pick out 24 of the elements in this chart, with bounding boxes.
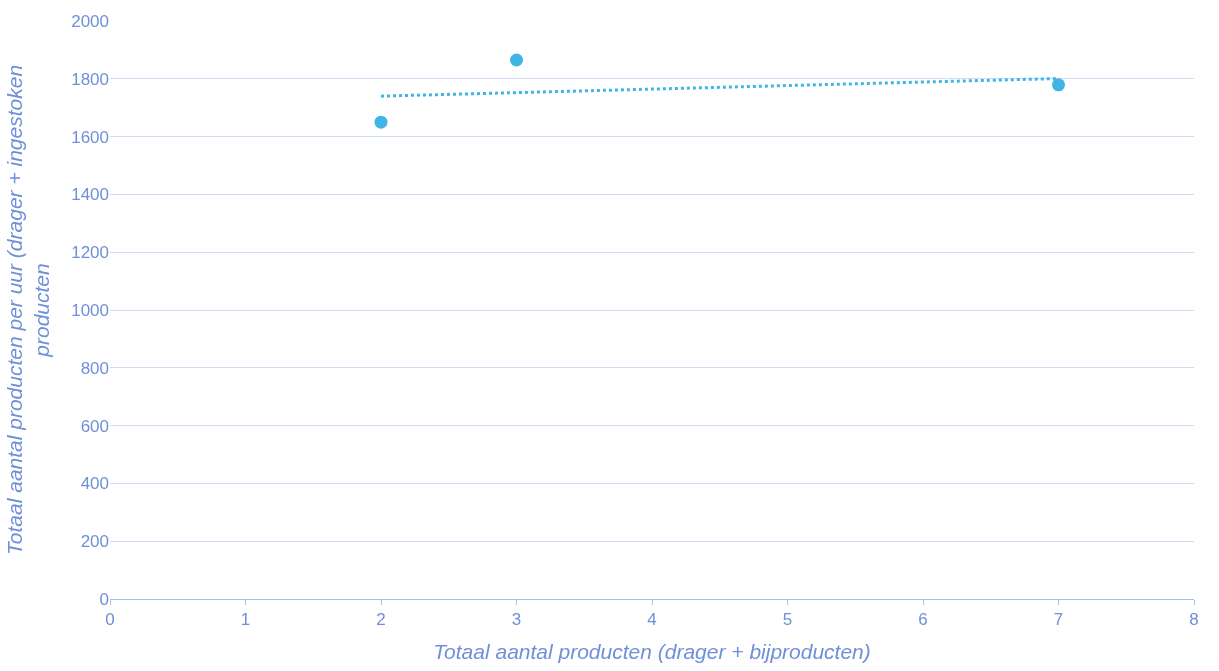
x-tick-label: 4 [647,610,657,630]
x-tick-label: 3 [511,610,522,630]
y-tick-label: 1200 [71,243,109,263]
x-tick-label: 2 [376,610,386,630]
x-tick-label: 8 [1189,610,1199,630]
x-tick-label: 1 [240,610,251,630]
x-tick-label: 7 [1053,610,1064,630]
y-tick-label: 1400 [71,185,109,205]
y-tick-label: 800 [80,358,109,378]
point [1052,78,1065,92]
y-tick-label: 1600 [71,127,109,147]
y-tick-label: 200 [80,532,109,552]
y-tick-label: 600 [80,416,109,436]
y-axis-title: Totaal aantal producten per uur (drager + ingestoken producten [3,64,54,556]
y-tick-label: 400 [80,474,109,494]
y-tick-label: 2000 [71,11,109,31]
point [374,115,388,129]
point [510,53,523,67]
y-tick-label: 1000 [71,300,109,320]
x-tick-label: 5 [782,610,793,630]
y-tick-label: 1800 [71,69,109,89]
x-tick-label: 6 [918,610,928,630]
x-axis-title: Totaal aantal producten (drager + bijproducten) [433,639,871,663]
y-tick-label: 0 [99,589,109,609]
